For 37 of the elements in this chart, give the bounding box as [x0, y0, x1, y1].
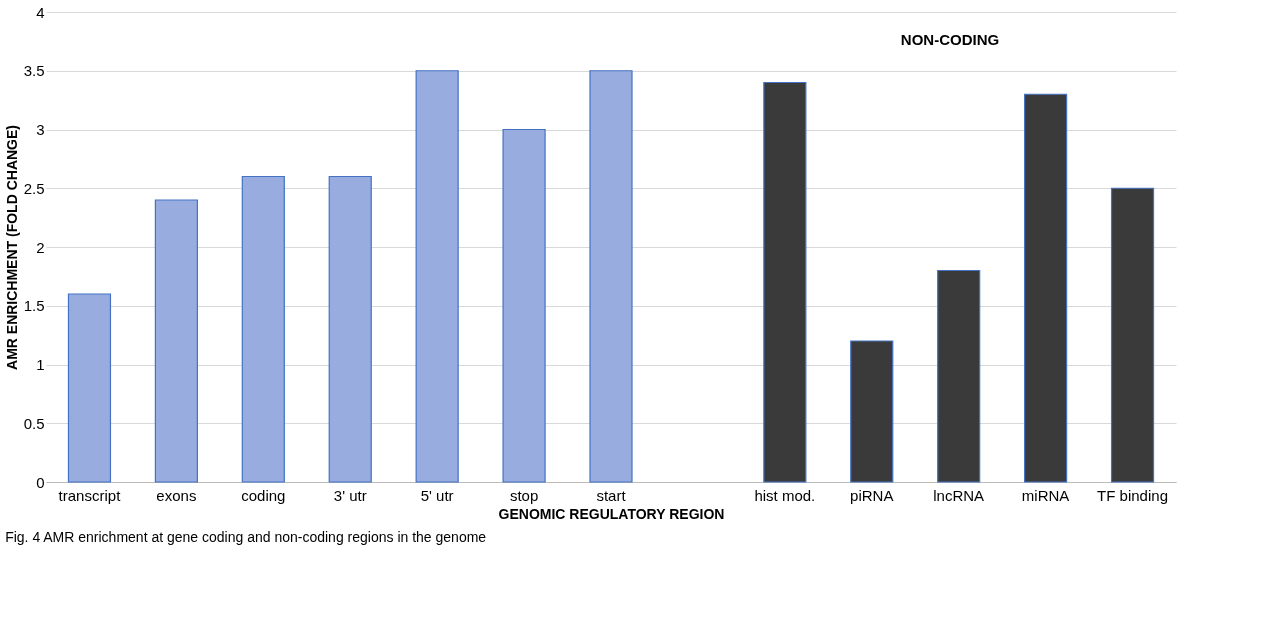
x-tick-label: 3' utr: [333, 486, 367, 504]
y-tick-label: 3.5: [23, 62, 45, 80]
y-tick-label: 1: [36, 356, 45, 373]
y-tick-label: 2: [36, 238, 45, 256]
y-tick-label: 4: [36, 3, 45, 21]
bar: [850, 340, 894, 483]
y-tick-label: 1.5: [23, 297, 45, 315]
y-tick-label: 3: [36, 121, 45, 138]
bar: [589, 70, 633, 483]
x-tick-label: miRNA: [1021, 486, 1070, 504]
annotation: NON-CODING: [900, 31, 1000, 49]
x-axis-title: GENOMIC REGULATORY REGION: [498, 505, 725, 522]
x-tick-label: hist mod.: [754, 486, 816, 504]
y-tick-label: 0: [36, 473, 45, 491]
x-tick-label: stop: [509, 486, 539, 504]
bar: [328, 175, 372, 483]
bar: [1024, 93, 1068, 483]
x-tick-label: transcript: [58, 486, 122, 504]
y-axis-title: AMR ENRICHMENT (FOLD CHANGE): [3, 125, 20, 370]
y-tick-label: 0.5: [23, 414, 45, 432]
bar: [241, 175, 285, 483]
x-tick-label: start: [596, 486, 627, 504]
bar: [763, 81, 807, 483]
bar: [937, 269, 981, 483]
x-tick-label: lncRNA: [933, 486, 985, 504]
x-tick-label: 5' utr: [420, 486, 454, 504]
bar: [415, 70, 459, 483]
y-tick-label: 2.5: [23, 179, 45, 197]
x-tick-label: coding: [241, 486, 286, 504]
bar: [502, 128, 546, 483]
x-tick-label: TF binding: [1097, 486, 1168, 504]
bar: [67, 293, 112, 483]
caption: Fig. 4 AMR enrichment at gene coding and non-coding regions in the genome: [5, 529, 487, 545]
bar: [1110, 187, 1155, 483]
bar: [154, 199, 198, 483]
x-tick-label: exons: [156, 486, 197, 504]
x-tick-label: piRNA: [850, 486, 894, 504]
